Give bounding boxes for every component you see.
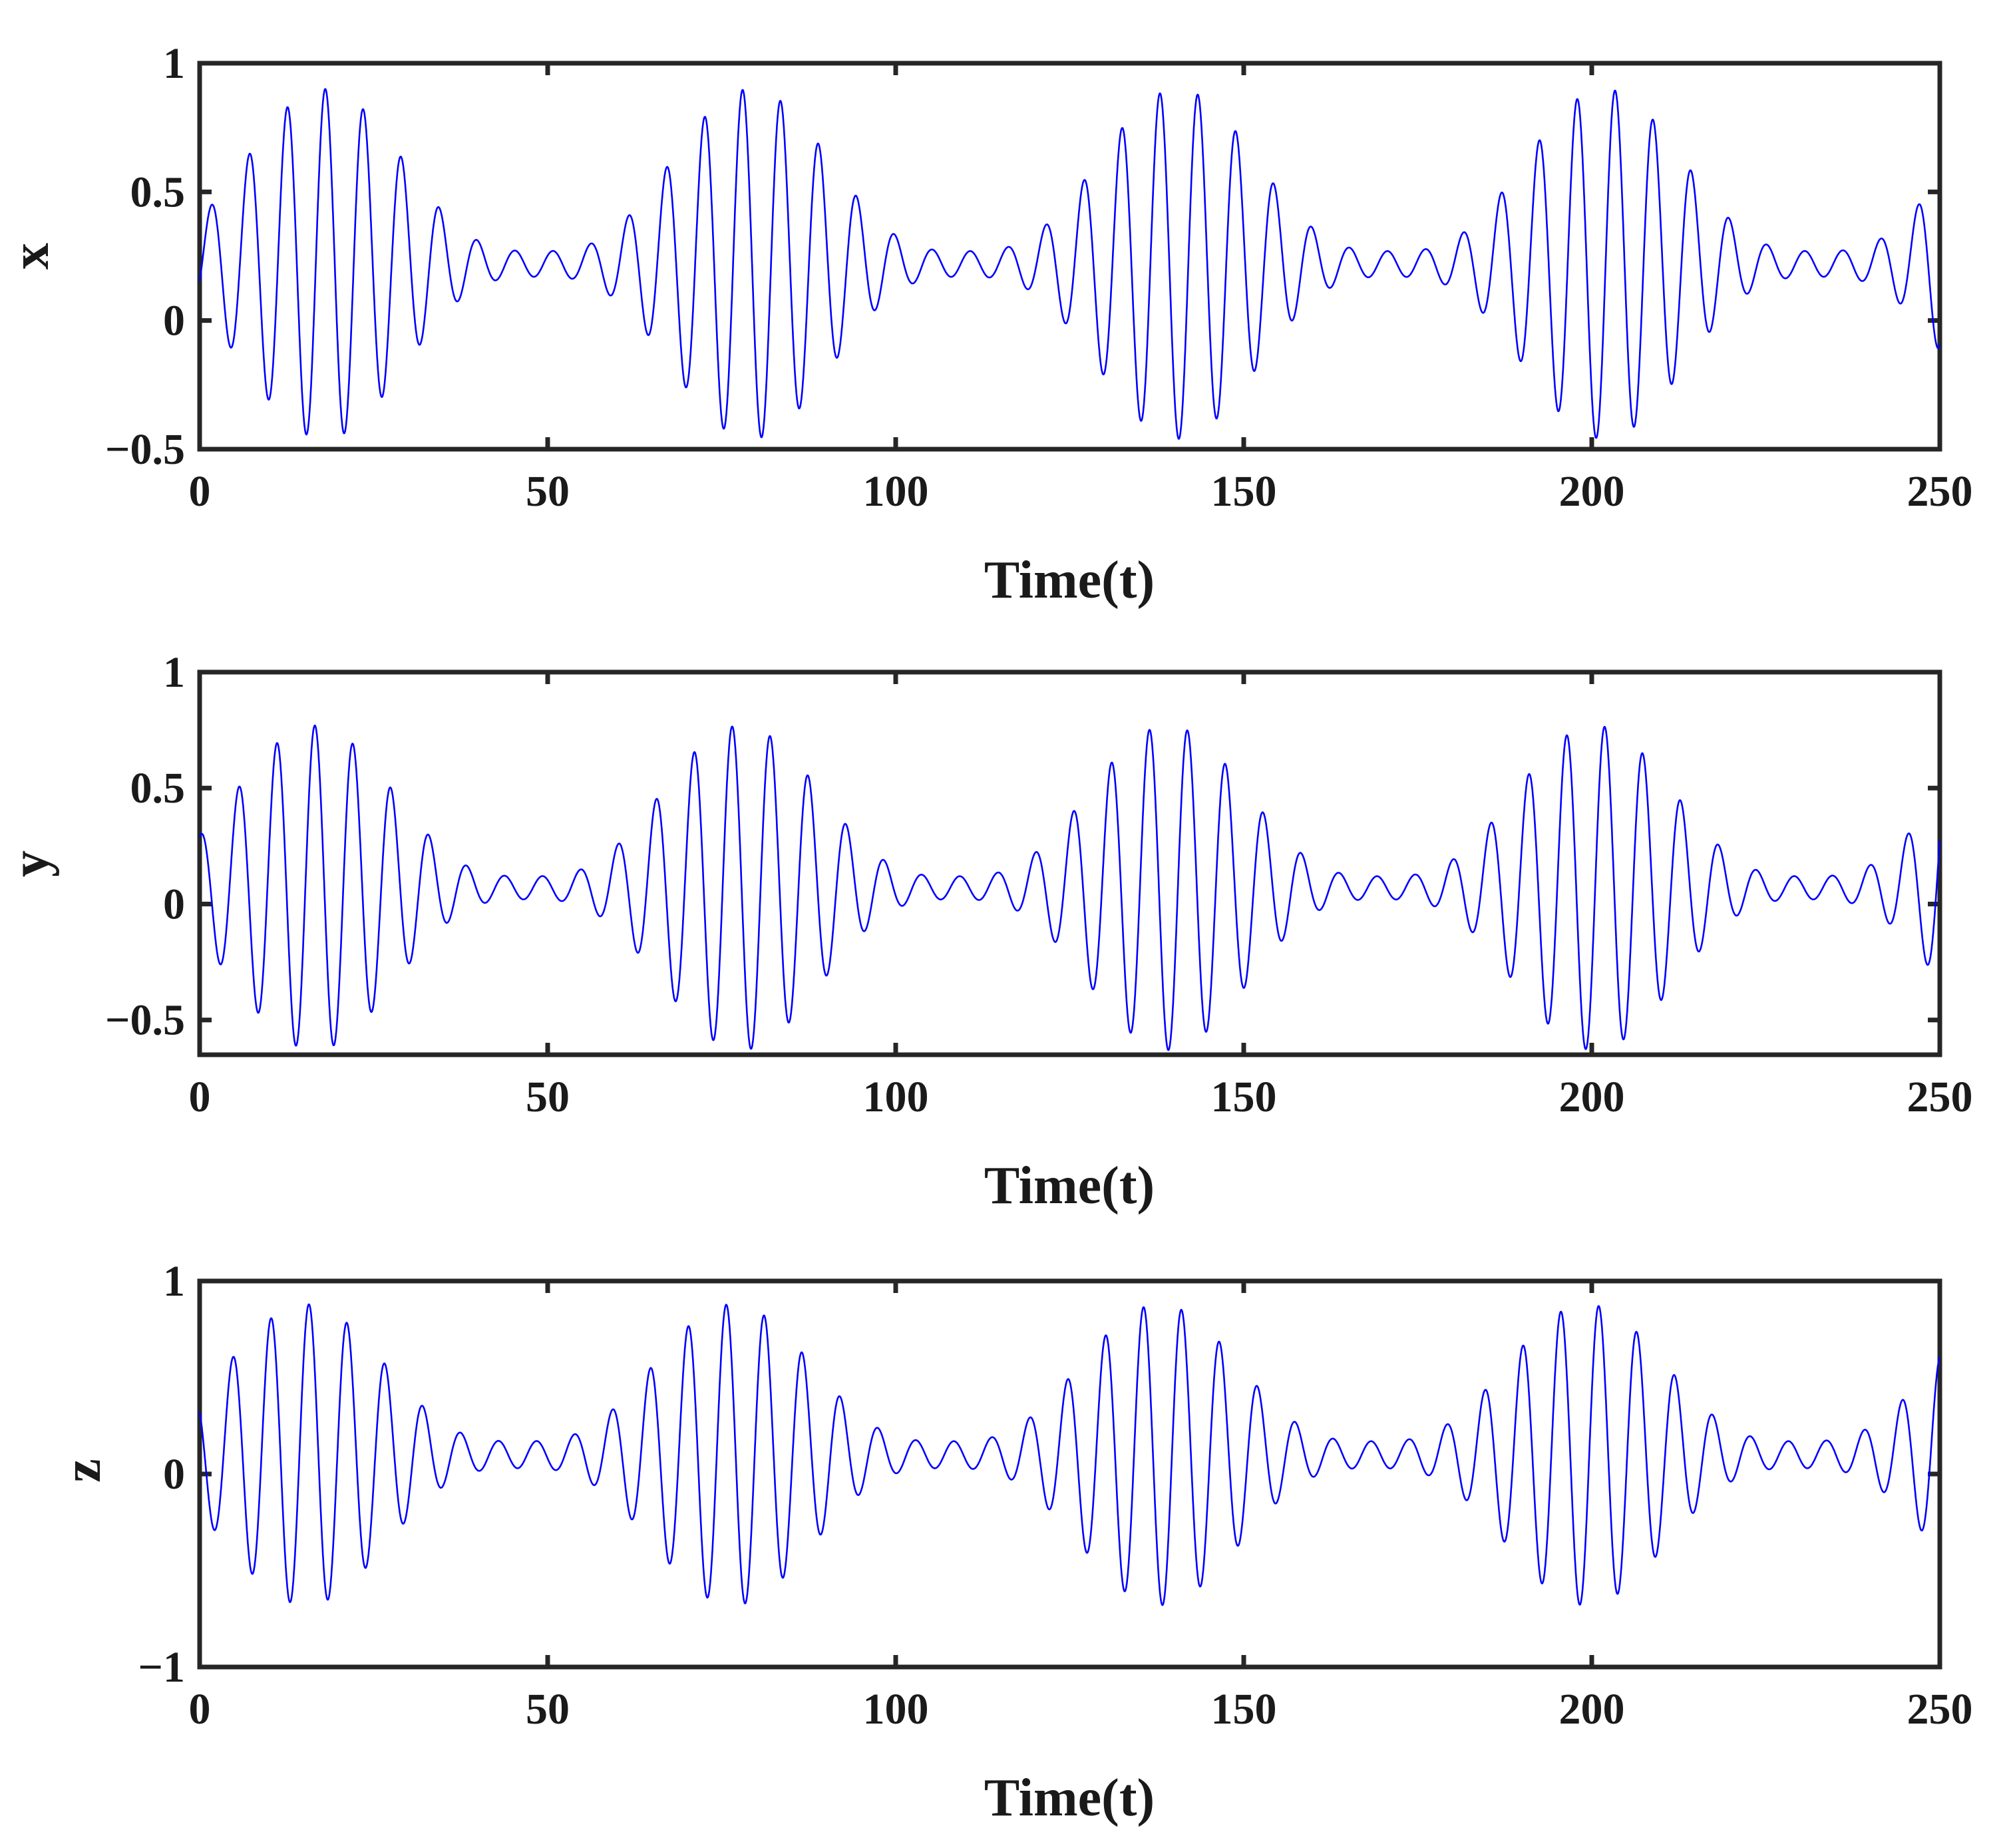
x-tick-label: 0 xyxy=(189,1073,211,1121)
plot-frame xyxy=(197,1278,1942,1670)
y-tick-label: −0.5 xyxy=(105,996,185,1045)
x-axis-label: Time(t) xyxy=(984,1769,1155,1827)
x-tick-label: 100 xyxy=(863,1685,929,1734)
x-tick-label: 100 xyxy=(863,1073,929,1121)
x-tick-label: 200 xyxy=(1559,1073,1625,1121)
y-tick-label: 1 xyxy=(163,648,185,697)
x-axis-label: Time(t) xyxy=(984,1157,1155,1215)
x-tick-label: 250 xyxy=(1907,1073,1973,1121)
x-tick-label: 0 xyxy=(189,467,211,516)
x-tick-label: 0 xyxy=(189,1685,211,1734)
series-line xyxy=(198,1303,1941,1606)
y-axis-label: y xyxy=(1,850,60,877)
x-tick-label: 200 xyxy=(1559,1685,1625,1734)
series-line xyxy=(198,88,1941,440)
panel-y: y Time(t) 0 50 100 150 200 250−0.500.51 xyxy=(1,648,1973,1215)
x-tick-label: 150 xyxy=(1211,1073,1277,1121)
x-tick-label: 50 xyxy=(526,1685,570,1734)
panel-x: x Time(t) 0 50 100 150 200 250−0.500.51 xyxy=(1,39,1973,610)
y-tick-label: 0.5 xyxy=(130,168,186,216)
x-tick-label: 250 xyxy=(1907,1685,1973,1734)
x-axis-label: Time(t) xyxy=(984,551,1155,610)
x-tick-label: 100 xyxy=(863,467,929,516)
y-axis-label: z xyxy=(53,1459,112,1483)
x-tick-label: 150 xyxy=(1211,467,1277,516)
y-tick-label: 0 xyxy=(163,297,185,345)
y-tick-label: −1 xyxy=(138,1643,185,1692)
plot-frame xyxy=(197,669,1942,1057)
plot-frame xyxy=(197,61,1942,452)
y-tick-label: 0.5 xyxy=(130,764,186,813)
y-tick-label: 0 xyxy=(163,880,185,928)
y-tick-label: 1 xyxy=(163,1257,185,1306)
y-tick-label: 1 xyxy=(163,39,185,88)
y-axis-label: x xyxy=(1,243,60,270)
y-tick-label: −0.5 xyxy=(105,425,185,474)
x-tick-label: 150 xyxy=(1211,1685,1277,1734)
x-tick-label: 200 xyxy=(1559,467,1625,516)
x-tick-label: 50 xyxy=(526,1073,570,1121)
series-line xyxy=(198,724,1941,1051)
x-tick-label: 250 xyxy=(1907,467,1973,516)
x-tick-label: 50 xyxy=(526,467,570,516)
y-tick-label: 0 xyxy=(163,1450,185,1499)
panel-z: z Time(t) 0 50 100 150 200 250−101 xyxy=(53,1257,1973,1827)
